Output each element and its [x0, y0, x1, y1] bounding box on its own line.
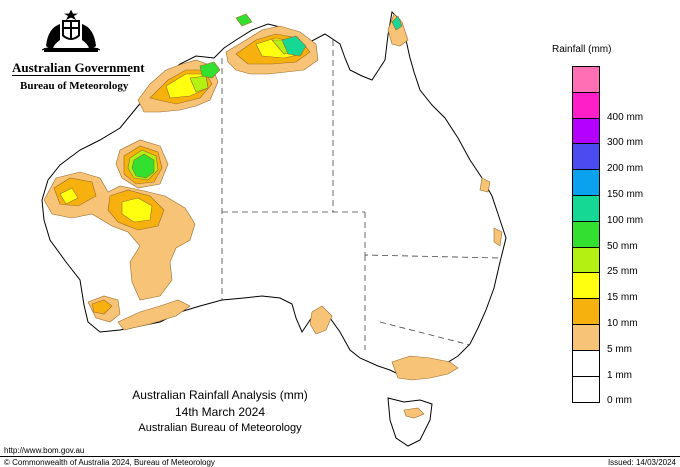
legend-label: 0 mm — [607, 395, 632, 407]
rain-area-sa-gulf — [309, 305, 333, 335]
copyright-text: © Commonwealth of Australia 2024, Bureau… — [4, 458, 215, 467]
footer-divider — [0, 456, 680, 457]
rain-area-tasmania — [403, 407, 425, 419]
legend-swatch — [573, 195, 599, 222]
legend-swatch — [573, 324, 599, 351]
legend-label: 400 mm — [607, 111, 644, 123]
legend-swatch — [573, 273, 599, 300]
legend-swatch — [573, 170, 599, 196]
legend-swatch — [573, 376, 599, 403]
rain-area-top-end-25 — [235, 13, 253, 27]
map-title: Australian Rainfall Analysis (mm) — [132, 388, 308, 402]
rain-area-pilbara-10 — [121, 197, 153, 223]
legend-colorbar — [572, 66, 600, 404]
rain-area-victoria — [391, 355, 459, 381]
legend-label: 5 mm — [607, 343, 632, 355]
legend-label: 200 mm — [607, 163, 644, 175]
tasmania — [387, 397, 433, 447]
rain-area-top-end-50 — [281, 35, 307, 57]
legend-swatch — [573, 118, 599, 145]
rain-50mm-areas — [281, 15, 403, 57]
rain-area-west-10 — [59, 187, 79, 205]
nsw-vic-border — [379, 321, 471, 346]
legend-swatch — [573, 299, 599, 325]
legend-swatch — [573, 92, 599, 119]
legend-label: 50 mm — [607, 240, 638, 252]
legend-label: 25 mm — [607, 266, 638, 278]
rain-area-qld-coast-1 — [479, 177, 491, 193]
rain-area-cape-york-50 — [391, 15, 403, 31]
legend-label: 1 mm — [607, 369, 632, 381]
rain-area-sw-5 — [91, 299, 113, 315]
header-divider — [12, 75, 130, 76]
bureau-name: Bureau of Meteorology — [20, 80, 129, 92]
legend-title: Rainfall (mm) — [552, 44, 612, 55]
government-crest-logo — [41, 10, 101, 52]
legend-swatch — [573, 221, 599, 248]
legend-label: 15 mm — [607, 292, 638, 304]
legend-label: 10 mm — [607, 318, 638, 329]
rain-area-broome-15 — [189, 75, 209, 93]
rain-area-south-coast — [117, 299, 191, 331]
legend-label: 300 mm — [607, 137, 644, 149]
rain-area-kimberley-25 — [199, 61, 221, 79]
government-name: Australian Government — [12, 60, 145, 75]
rain-area-qld-coast-2 — [493, 227, 503, 247]
bom-url-link[interactable]: http://www.bom.gov.au — [4, 446, 85, 455]
rain-25mm-areas — [131, 13, 253, 179]
legend-swatch — [573, 247, 599, 274]
issued-date: Issued: 14/03/2024 — [607, 458, 676, 467]
legend-swatch — [573, 144, 599, 171]
legend-label: 100 mm — [607, 214, 644, 226]
legend-label: 150 mm — [607, 189, 644, 200]
map-agency: Australian Bureau of Meteorology — [138, 422, 302, 434]
state-borders — [221, 40, 501, 350]
rain-area-ring-25 — [131, 153, 155, 179]
legend-swatch — [573, 350, 599, 377]
legend-swatch — [573, 67, 599, 93]
map-date: 14th March 2024 — [174, 405, 266, 419]
